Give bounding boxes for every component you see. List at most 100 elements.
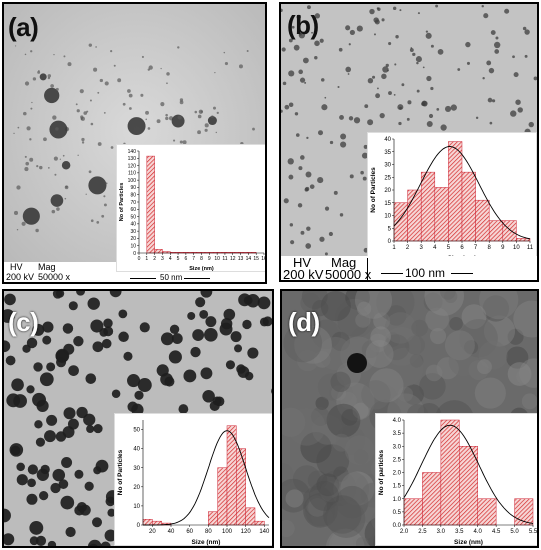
particle [4, 340, 11, 353]
histogram-bar [477, 498, 497, 526]
x-tick-label: 1 [145, 256, 148, 262]
particle [187, 311, 196, 320]
particle [33, 362, 43, 372]
particle [252, 127, 255, 131]
particle [16, 228, 19, 231]
particle [317, 177, 324, 184]
x-tick-label: 2.5 [418, 529, 427, 535]
particle [321, 104, 328, 111]
particle [64, 197, 67, 200]
texture-blob [332, 433, 351, 452]
y-tick-label: 60 [130, 207, 136, 213]
particle [111, 389, 121, 398]
particle [372, 75, 376, 79]
particle [6, 393, 21, 408]
particle [489, 121, 493, 125]
particle [204, 327, 218, 342]
texture-blob [369, 368, 404, 403]
particle [55, 127, 59, 131]
texture-blob [385, 305, 407, 326]
y-tick-label: 0.0 [393, 523, 402, 529]
texture-blob [478, 340, 508, 370]
y-tick-label: 20 [133, 485, 140, 491]
texture-blob [334, 298, 375, 339]
particle [356, 25, 363, 32]
y-tick-label: 130 [128, 156, 137, 162]
texture-blob [506, 346, 529, 369]
x-tick-label: 3 [161, 256, 164, 262]
particle [35, 228, 39, 233]
histogram-bar [254, 520, 265, 526]
texture-blob [352, 402, 369, 419]
particle [210, 115, 214, 119]
histogram-bar [488, 220, 504, 242]
y-tick-label: 30 [130, 229, 136, 235]
particle [194, 110, 198, 114]
particle [338, 47, 343, 52]
texture-blob [300, 432, 332, 464]
texture-blob [521, 393, 537, 410]
x-axis-label: Size (nm) [454, 539, 483, 546]
histogram-bar [154, 249, 163, 254]
texture-blob [370, 326, 391, 347]
particle [99, 78, 104, 83]
particle [283, 198, 289, 204]
particle [377, 7, 381, 11]
x-axis-label: Size (nm) [189, 266, 214, 272]
particle [39, 372, 54, 387]
particle [24, 81, 30, 86]
particle [200, 291, 213, 298]
particle [324, 96, 327, 99]
particle [397, 104, 404, 111]
particle [46, 362, 56, 372]
particle [90, 219, 94, 223]
particle [43, 137, 47, 142]
particle [64, 185, 69, 190]
particle [415, 56, 422, 63]
particle [118, 309, 128, 319]
histogram-inset-b: 05101520253035401234567891011Size (nm)No… [367, 132, 537, 262]
particle [147, 68, 150, 71]
x-tick-label: 3.0 [437, 529, 446, 535]
mag-value: 50000 x [325, 267, 372, 282]
x-tick-label: 3.5 [455, 529, 464, 535]
scale-bar-area-a: 50 nm [116, 272, 265, 282]
particle [430, 44, 434, 48]
particle [17, 126, 20, 129]
particle [282, 81, 287, 86]
particle [347, 353, 367, 373]
particle [379, 113, 385, 119]
particle [486, 60, 492, 66]
particle [89, 99, 92, 102]
particle [62, 154, 65, 157]
particle [127, 374, 141, 388]
particle [47, 167, 50, 169]
particle [183, 369, 197, 383]
texture-blob [357, 301, 372, 316]
particle [62, 323, 74, 334]
particle [416, 61, 419, 65]
particle [81, 141, 85, 144]
particle [168, 350, 182, 364]
histogram-chart-d: 0.0 0.5 1.0 1.5 2.0 2.5 3.0 3.5 4.0 2.0 2.5 3.0 3.5 4… [378, 418, 537, 546]
y-tick-label: 15 [384, 201, 391, 207]
histogram-inset-c: 0 10 20 30 40 50 20 40 60 80 100 120 140 Size (nm) No … [114, 413, 272, 546]
particle [182, 140, 187, 145]
texture-blob [296, 349, 319, 372]
particle [425, 32, 432, 39]
particle [300, 155, 305, 160]
y-tick-label: 40 [133, 447, 140, 453]
particle [345, 25, 351, 31]
particle [171, 333, 183, 344]
y-tick-label: 5 [388, 226, 392, 232]
particle [63, 343, 75, 355]
texture-blob [282, 519, 295, 538]
y-tick-label: 1.5 [393, 484, 402, 490]
particle [29, 138, 32, 141]
particle [79, 89, 84, 94]
texture-blob [329, 380, 353, 405]
texture-blob [344, 435, 375, 465]
particle [123, 351, 133, 361]
texture-blob [459, 318, 498, 358]
particle [465, 41, 471, 48]
